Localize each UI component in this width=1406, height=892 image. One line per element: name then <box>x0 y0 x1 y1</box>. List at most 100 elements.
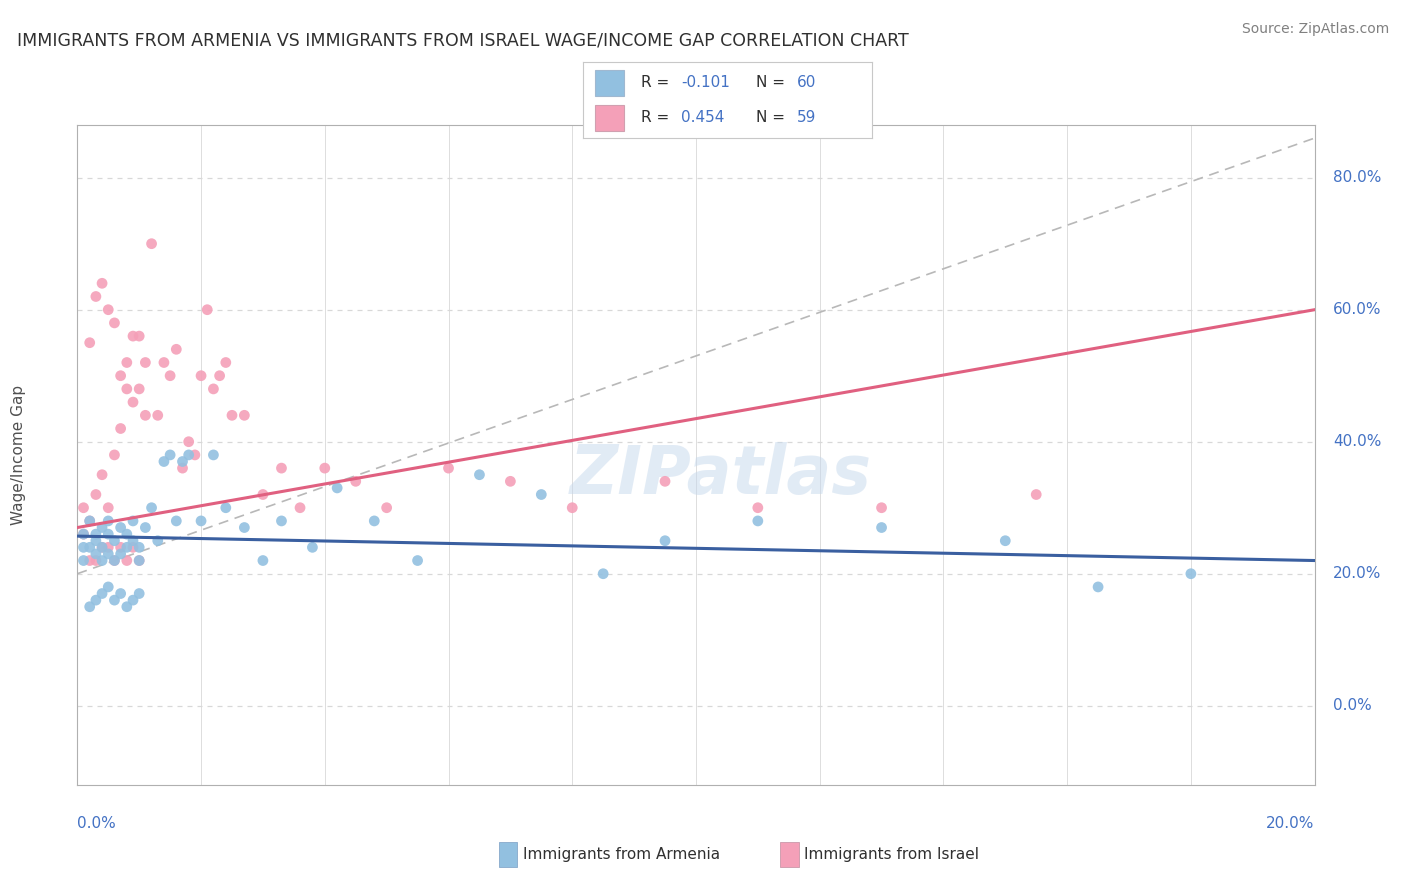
Point <box>499 475 522 489</box>
Point <box>97 500 120 515</box>
Point <box>122 533 145 548</box>
Text: 60.0%: 60.0% <box>1333 302 1382 318</box>
Point <box>1087 580 1109 594</box>
Point <box>91 277 114 291</box>
Point <box>190 514 212 528</box>
Point <box>103 553 125 567</box>
Point <box>91 541 114 555</box>
Point <box>994 533 1017 548</box>
Point <box>468 467 491 482</box>
Point <box>110 368 132 383</box>
Point <box>146 409 169 423</box>
Point <box>122 541 145 555</box>
Point <box>870 500 893 515</box>
Point <box>84 533 107 548</box>
Point <box>375 500 398 515</box>
Point <box>91 467 114 482</box>
Point <box>84 547 107 561</box>
Point <box>314 461 336 475</box>
Point <box>91 586 114 600</box>
Point <box>592 566 614 581</box>
Point <box>221 409 243 423</box>
Text: 40.0%: 40.0% <box>1333 434 1382 450</box>
Bar <box>595 70 624 95</box>
Point <box>270 461 292 475</box>
Point <box>530 487 553 501</box>
Text: 0.0%: 0.0% <box>1333 698 1372 714</box>
Text: ZIPatlas: ZIPatlas <box>569 442 872 508</box>
Point <box>301 541 323 555</box>
Point <box>115 382 138 396</box>
Point <box>97 302 120 317</box>
Point <box>202 382 225 396</box>
Point <box>72 500 94 515</box>
Point <box>215 355 238 369</box>
Point <box>1180 566 1202 581</box>
Point <box>122 395 145 409</box>
Text: 20.0%: 20.0% <box>1267 816 1315 830</box>
Point <box>134 520 156 534</box>
Point <box>110 547 132 561</box>
Point <box>91 553 114 567</box>
Point <box>103 593 125 607</box>
Point <box>97 514 120 528</box>
Point <box>252 553 274 567</box>
Point <box>128 553 150 567</box>
Point <box>79 514 101 528</box>
Point <box>103 533 125 548</box>
Point <box>146 533 169 548</box>
Text: 0.454: 0.454 <box>682 111 725 125</box>
Point <box>233 520 256 534</box>
Point <box>270 514 292 528</box>
Point <box>252 487 274 501</box>
Point <box>128 382 150 396</box>
Point <box>233 409 256 423</box>
Text: 60: 60 <box>797 76 815 90</box>
Point <box>326 481 349 495</box>
Point <box>177 448 200 462</box>
Point <box>115 355 138 369</box>
Point <box>134 409 156 423</box>
Point <box>79 514 101 528</box>
Point <box>122 514 145 528</box>
Point <box>215 500 238 515</box>
Point <box>79 599 101 614</box>
Point <box>97 527 120 541</box>
Point <box>79 553 101 567</box>
Point <box>110 520 132 534</box>
Point <box>84 527 107 541</box>
Point <box>110 421 132 435</box>
Point <box>134 355 156 369</box>
Text: Source: ZipAtlas.com: Source: ZipAtlas.com <box>1241 22 1389 37</box>
Point <box>202 448 225 462</box>
Point <box>84 487 107 501</box>
Point <box>195 302 218 317</box>
Point <box>84 553 107 567</box>
Point <box>344 475 367 489</box>
Text: 80.0%: 80.0% <box>1333 170 1382 186</box>
Point <box>1025 487 1047 501</box>
Point <box>165 514 187 528</box>
Text: IMMIGRANTS FROM ARMENIA VS IMMIGRANTS FROM ISRAEL WAGE/INCOME GAP CORRELATION CH: IMMIGRANTS FROM ARMENIA VS IMMIGRANTS FR… <box>17 31 908 49</box>
Point <box>128 541 150 555</box>
Point <box>288 500 311 515</box>
Point <box>72 527 94 541</box>
Point <box>177 434 200 449</box>
Point <box>165 343 187 357</box>
Point <box>747 500 769 515</box>
Text: R =: R = <box>641 76 675 90</box>
Point <box>159 368 181 383</box>
Point <box>208 368 231 383</box>
Point <box>870 520 893 534</box>
Point <box>97 541 120 555</box>
Text: -0.101: -0.101 <box>682 76 730 90</box>
Point <box>363 514 385 528</box>
Text: N =: N = <box>756 111 790 125</box>
Point <box>115 541 138 555</box>
Point <box>122 593 145 607</box>
Point <box>128 586 150 600</box>
Point <box>747 514 769 528</box>
Point <box>128 329 150 343</box>
Text: N =: N = <box>756 76 790 90</box>
Point <box>115 527 138 541</box>
